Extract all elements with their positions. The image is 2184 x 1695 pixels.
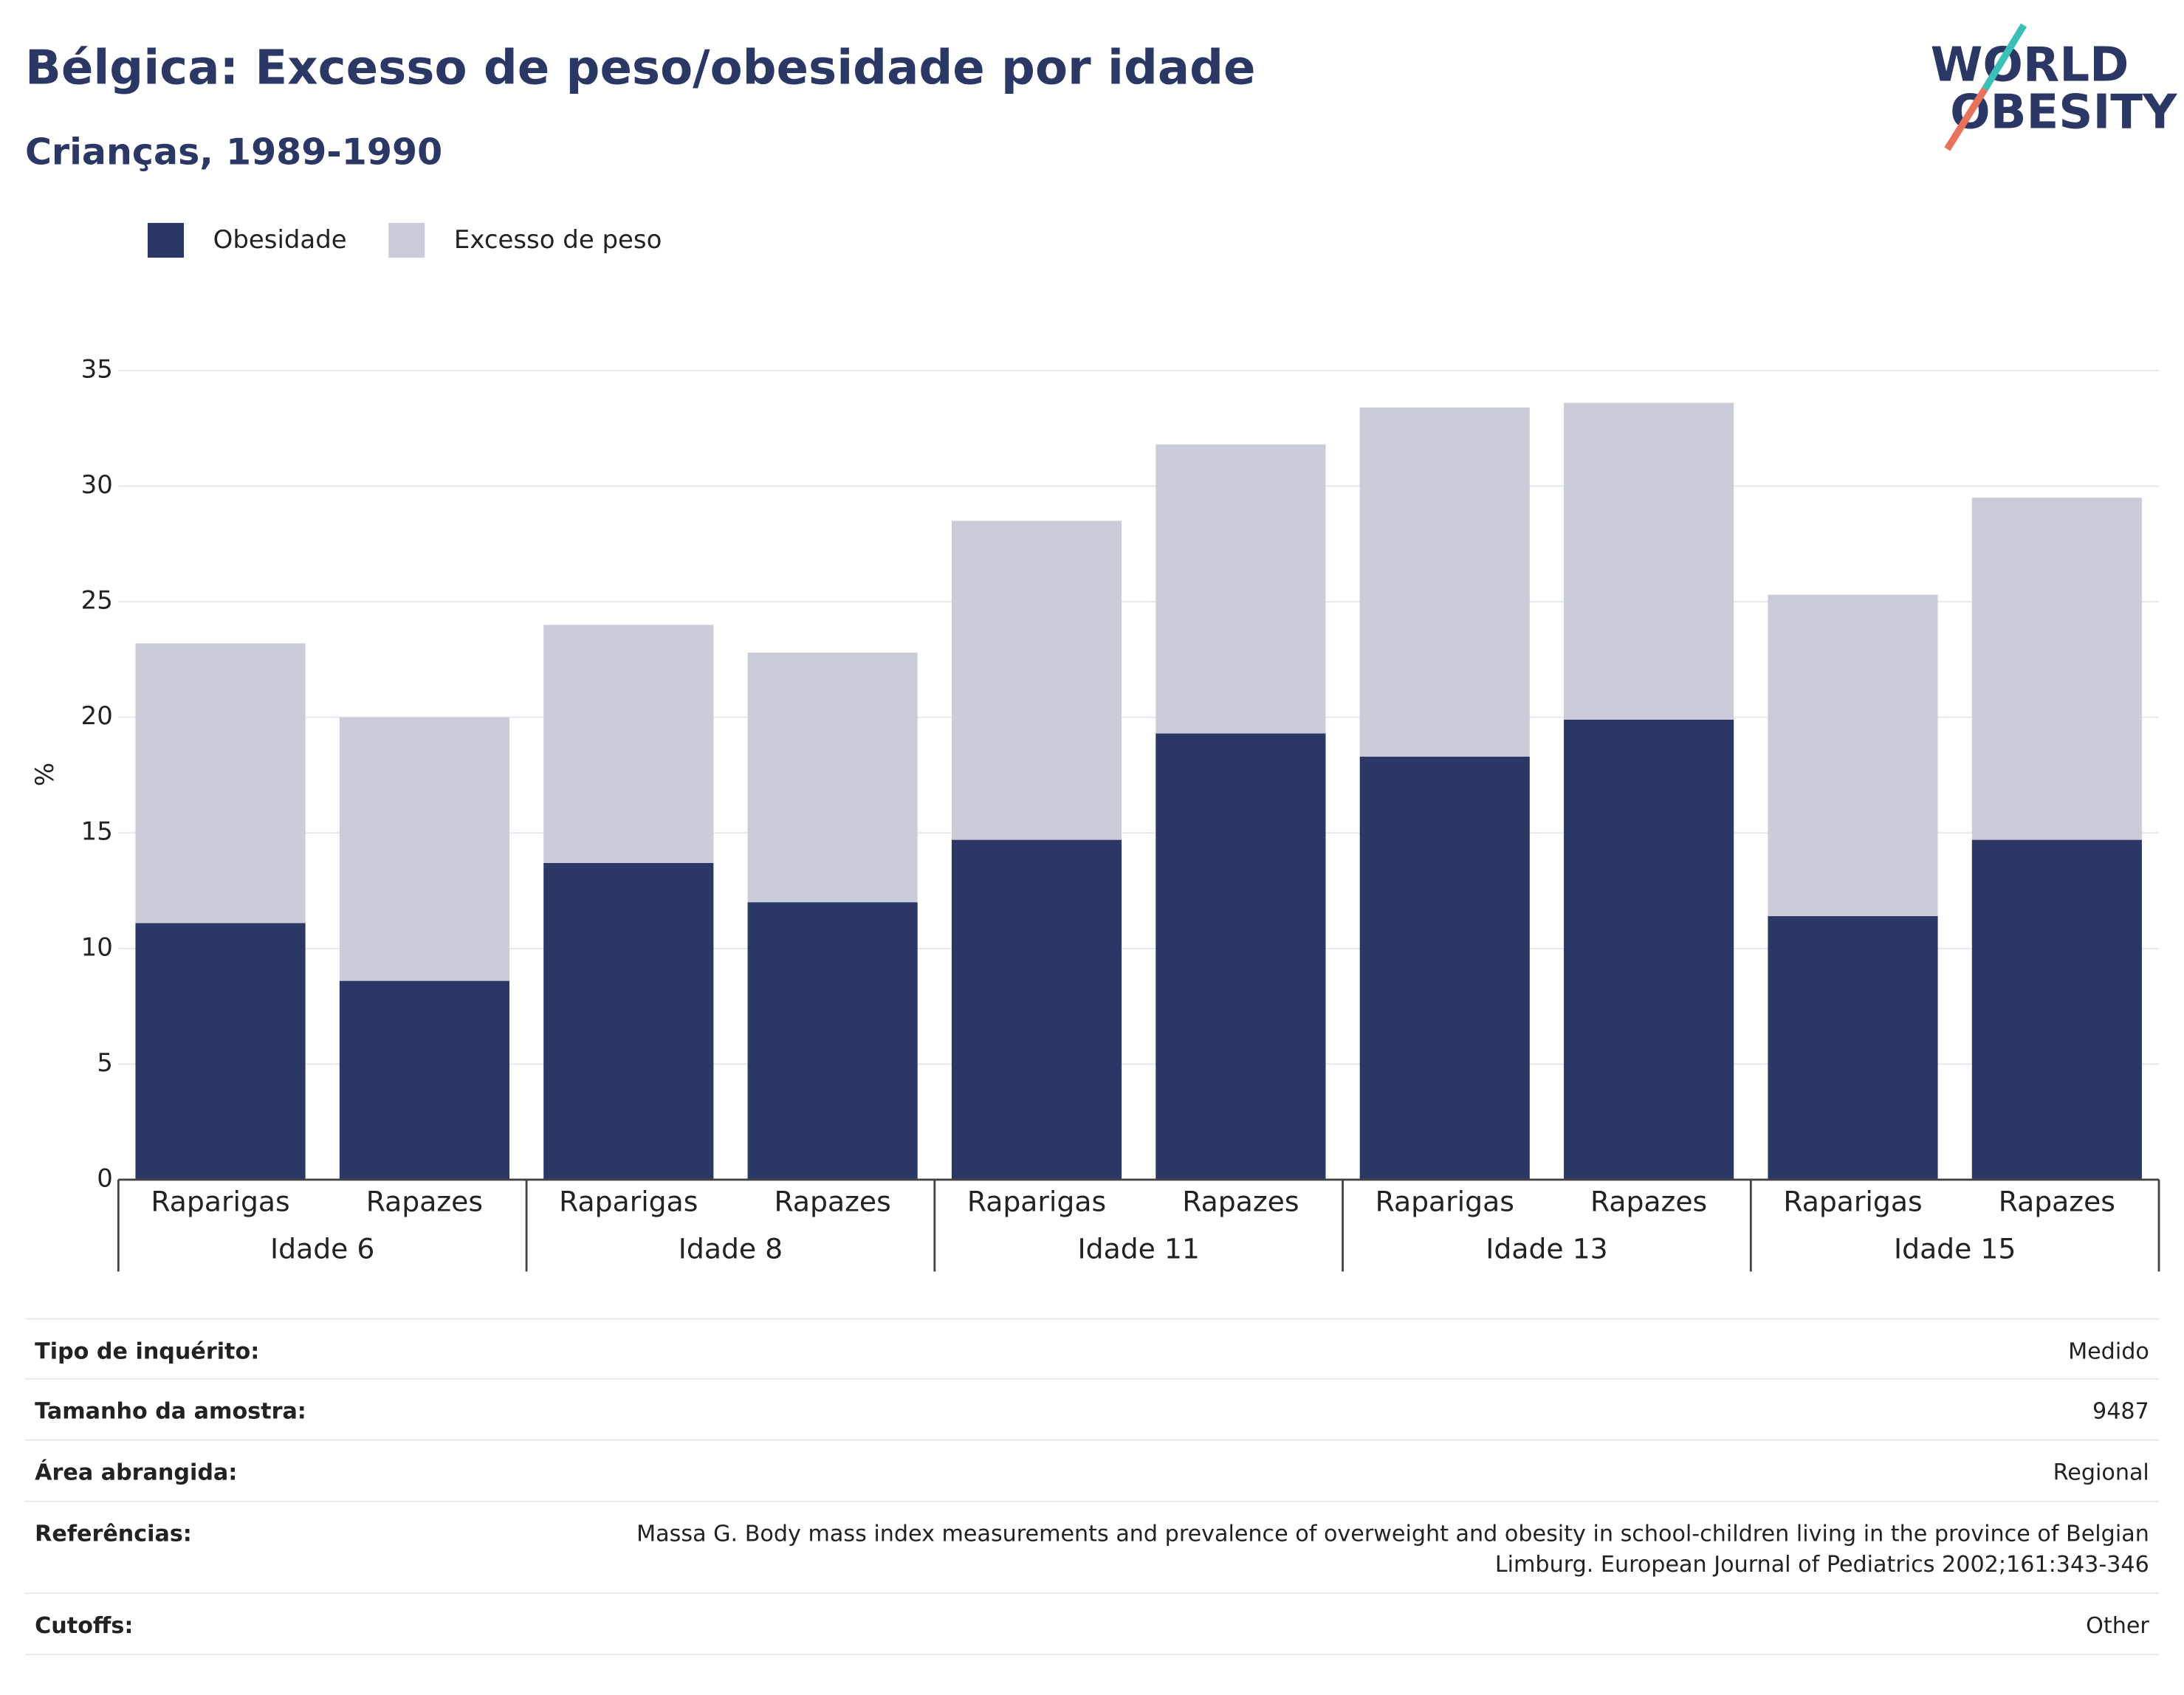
bar-segment [135, 643, 306, 924]
chart-title: Bélgica: Excesso de peso/obesidade por i… [25, 40, 1256, 95]
info-value: Regional [2053, 1460, 2149, 1485]
x-tick-label: Rapazes [1999, 1185, 2115, 1217]
y-tick-label: 15 [81, 817, 113, 847]
legend-swatch [388, 222, 425, 258]
logo-text: OBESITY [1950, 85, 2178, 140]
logo-slash [1944, 87, 1988, 151]
bar-segment [1971, 498, 2142, 840]
legend-label: Excesso de peso [454, 225, 662, 255]
chart-subtitle: Crianças, 1989-1990 [25, 131, 442, 173]
info-label: Referências: [35, 1521, 192, 1547]
group-label: Idade 15 [1894, 1233, 2016, 1265]
bar-segment [1768, 594, 1938, 916]
group-label: Idade 6 [270, 1233, 374, 1265]
group-label: Idade 8 [679, 1233, 783, 1265]
y-tick-label: 5 [97, 1048, 113, 1078]
info-label: Cutoffs: [35, 1613, 133, 1639]
bar-segment [1359, 756, 1530, 1180]
y-tick-label: 10 [81, 932, 113, 962]
x-tick-label: Rapazes [366, 1185, 483, 1217]
bar-segment [135, 923, 306, 1180]
logo-slash [1982, 23, 2027, 92]
x-tick-label: Rapazes [775, 1185, 891, 1217]
bar-segment [543, 862, 714, 1180]
bar-segment [1359, 407, 1530, 757]
y-tick-label: 30 [81, 470, 113, 500]
info-label: Tipo de inquérito: [35, 1338, 259, 1364]
bar-segment [543, 625, 714, 863]
bar-segment [1971, 839, 2142, 1180]
bar-segment [747, 652, 918, 903]
bar-segment [1155, 733, 1326, 1180]
info-label: Área abrangida: [35, 1459, 237, 1485]
bar-segment [1564, 719, 1734, 1180]
info-label: Tamanho da amostra: [35, 1398, 306, 1424]
x-tick-label: Rapazes [1590, 1185, 1707, 1217]
y-tick-label: 35 [81, 354, 113, 384]
y-axis-label: % [30, 763, 60, 786]
y-tick-label: 25 [81, 586, 113, 616]
group-label: Idade 11 [1078, 1233, 1200, 1265]
x-tick-label: Rapazes [1182, 1185, 1299, 1217]
bar-segment [1155, 444, 1326, 734]
info-value: Other [2086, 1613, 2149, 1639]
y-tick-label: 0 [97, 1163, 113, 1193]
bar-segment [951, 839, 1122, 1180]
x-tick-label: Raparigas [967, 1185, 1106, 1217]
info-value: Medido [2068, 1338, 2149, 1364]
x-tick-label: Raparigas [151, 1185, 289, 1217]
bar-segment [951, 520, 1122, 840]
bar-segment [1768, 915, 1938, 1180]
info-value: Limburg. European Journal of Pediatrics … [1495, 1552, 2149, 1578]
info-value: 9487 [2092, 1398, 2149, 1424]
bar-segment [339, 717, 509, 981]
x-tick-label: Raparigas [1376, 1185, 1514, 1217]
bar-segment [339, 980, 509, 1180]
bar-segment [747, 902, 918, 1180]
group-label: Idade 13 [1486, 1233, 1607, 1265]
x-tick-label: Raparigas [559, 1185, 698, 1217]
legend-swatch [147, 222, 185, 258]
legend-label: Obesidade [213, 225, 347, 255]
x-tick-label: Raparigas [1783, 1185, 1922, 1217]
y-tick-label: 20 [81, 701, 113, 731]
bar-segment [1564, 402, 1734, 720]
logo-text: WORLD [1931, 37, 2129, 92]
info-value: Massa G. Body mass index measurements an… [636, 1521, 2149, 1547]
